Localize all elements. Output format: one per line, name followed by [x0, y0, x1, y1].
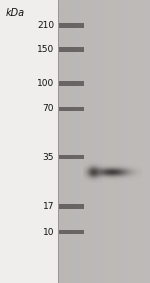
- Text: 70: 70: [42, 104, 54, 113]
- Bar: [58, 230, 84, 234]
- Text: 10: 10: [42, 228, 54, 237]
- Bar: [58, 23, 84, 28]
- Bar: [58, 107, 84, 111]
- Bar: [58, 81, 84, 86]
- Text: 100: 100: [37, 79, 54, 88]
- Text: 35: 35: [42, 153, 54, 162]
- Text: 210: 210: [37, 21, 54, 30]
- Text: 150: 150: [37, 45, 54, 54]
- Bar: [0, 0, 58, 283]
- Text: 17: 17: [42, 202, 54, 211]
- Text: kDa: kDa: [5, 8, 25, 18]
- Bar: [58, 47, 84, 52]
- Bar: [58, 155, 84, 159]
- Bar: [58, 204, 84, 209]
